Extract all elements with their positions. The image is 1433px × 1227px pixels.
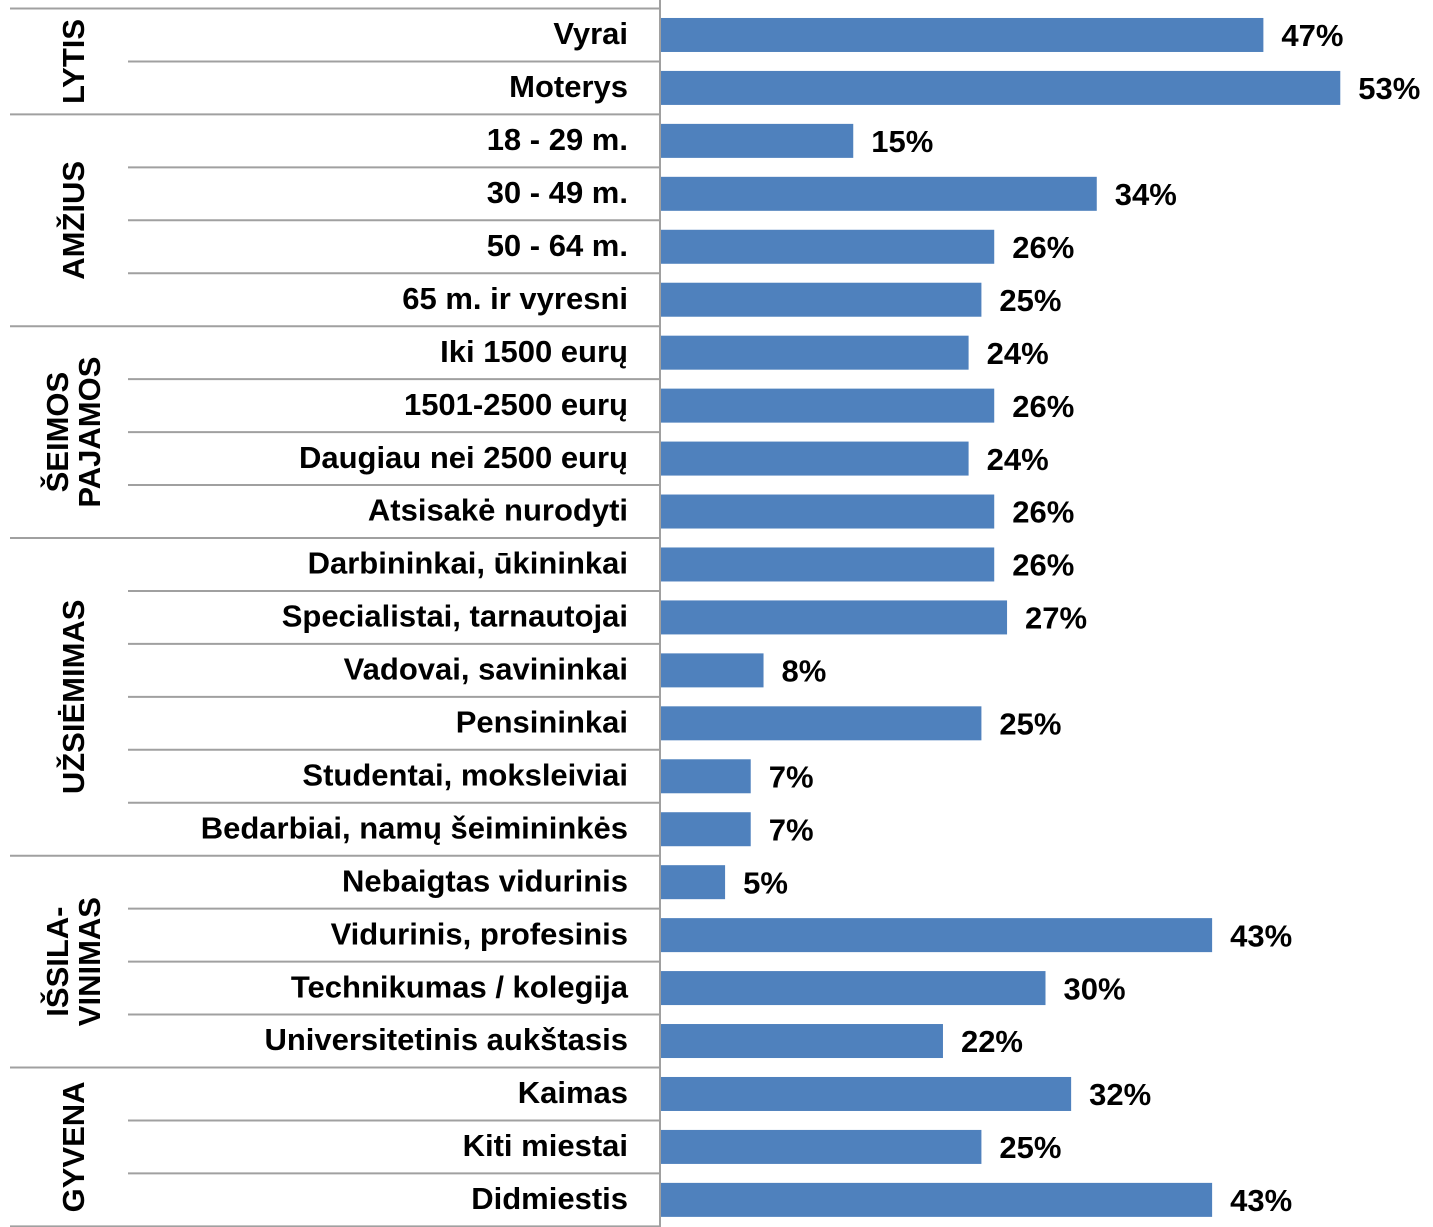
value-label: 53%	[1358, 71, 1420, 106]
value-label: 22%	[961, 1024, 1023, 1059]
bar	[661, 865, 726, 900]
bar	[661, 918, 1213, 953]
bar	[661, 971, 1046, 1006]
bar	[661, 335, 969, 370]
value-label: 7%	[769, 759, 814, 794]
value-label: 26%	[1012, 230, 1074, 265]
category-label: Nebaigtas vidurinis	[342, 863, 628, 898]
group-label: VINIMAS	[72, 897, 107, 1026]
value-label: 26%	[1012, 495, 1074, 530]
value-label: 32%	[1089, 1077, 1151, 1112]
bar	[661, 1129, 982, 1164]
category-label: Vadovai, savininkai	[344, 652, 628, 687]
category-label: Vyrai	[553, 16, 628, 51]
value-label: 43%	[1230, 918, 1292, 953]
category-label: 1501-2500 eurų	[404, 387, 628, 422]
category-label: Bedarbiai, namų šeimininkės	[201, 810, 628, 845]
category-label: Atsisakė nurodyti	[368, 493, 628, 528]
group-label: LYTIS	[56, 19, 91, 104]
value-label: 8%	[782, 654, 827, 689]
category-label: Specialistai, tarnautojai	[282, 599, 628, 634]
category-label: Didmiestis	[471, 1181, 628, 1216]
value-label: 30%	[1064, 971, 1126, 1006]
category-label: Darbininkai, ūkininkai	[308, 546, 628, 581]
value-label: 34%	[1115, 177, 1177, 212]
bar	[661, 70, 1341, 105]
bar	[661, 282, 982, 317]
group-label: GYVENA	[56, 1081, 91, 1212]
category-label: Kiti miestai	[463, 1128, 628, 1163]
bar	[661, 1076, 1072, 1111]
category-label: Universitetinis aukštasis	[264, 1022, 628, 1057]
category-label: Vidurinis, profesinis	[331, 916, 628, 951]
bar	[661, 17, 1264, 52]
value-label: 26%	[1012, 548, 1074, 583]
value-label: 15%	[871, 124, 933, 159]
bar	[661, 229, 995, 264]
value-label: 25%	[999, 1130, 1061, 1165]
group-label: IŠSILA-	[39, 906, 75, 1016]
category-label: Technikumas / kolegija	[291, 969, 629, 1004]
bar	[661, 388, 995, 423]
value-label: 24%	[987, 442, 1049, 477]
group-label: UŽSIĖMIMAS	[55, 600, 91, 795]
bar	[661, 494, 995, 529]
bar	[661, 441, 969, 476]
value-label: 27%	[1025, 601, 1087, 636]
group-label: ŠEIMOS	[39, 372, 75, 493]
group-label: AMŽIUS	[55, 161, 91, 280]
value-label: 7%	[769, 812, 814, 847]
bar	[661, 547, 995, 582]
bar	[661, 759, 751, 794]
value-label: 25%	[999, 283, 1061, 318]
bar	[661, 600, 1008, 635]
bar	[661, 706, 982, 741]
value-label: 5%	[743, 865, 788, 900]
bar	[661, 1024, 943, 1059]
category-label: Daugiau nei 2500 eurų	[299, 440, 628, 475]
category-label: Moterys	[509, 69, 628, 104]
group-label: PAJAMOS	[72, 357, 107, 508]
bar	[661, 812, 751, 847]
category-label: 65 m. ir vyresni	[402, 281, 628, 316]
category-label: 30 - 49 m.	[487, 175, 628, 210]
category-label: 18 - 29 m.	[487, 122, 628, 157]
value-label: 24%	[987, 336, 1049, 371]
value-label: 47%	[1281, 18, 1343, 53]
category-label: Pensininkai	[456, 705, 628, 740]
value-label: 25%	[999, 707, 1061, 742]
value-label: 43%	[1230, 1183, 1292, 1218]
bar	[661, 653, 764, 688]
bar	[661, 123, 854, 158]
bar	[661, 1182, 1213, 1217]
category-label: Studentai, moksleiviai	[302, 757, 628, 792]
category-label: 50 - 64 m.	[487, 228, 628, 263]
value-label: 26%	[1012, 389, 1074, 424]
category-label: Kaimas	[518, 1075, 628, 1110]
category-label: Iki 1500 eurų	[440, 334, 628, 369]
bar	[661, 176, 1097, 211]
